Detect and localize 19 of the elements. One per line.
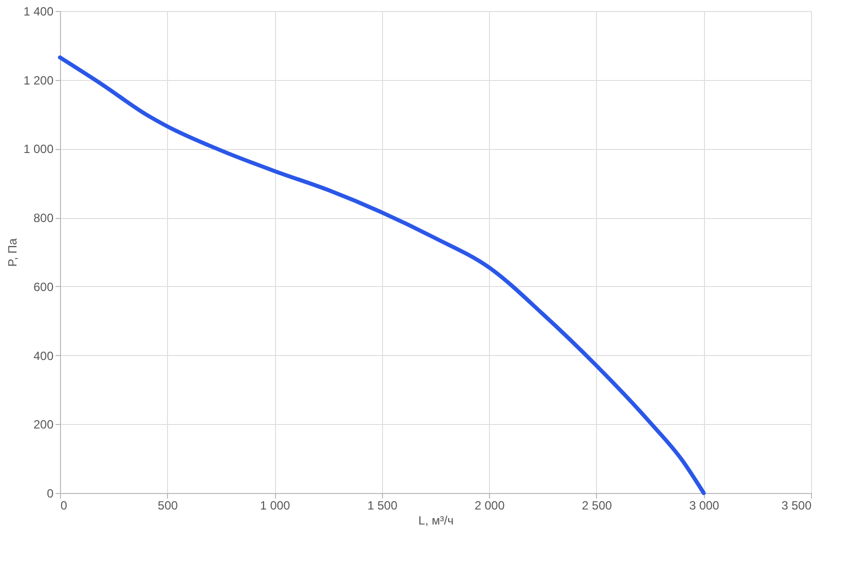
y-tick-label: 1 000 <box>23 142 54 156</box>
x-tick-label: 2 500 <box>582 498 612 512</box>
x-axis-title: L, м³/ч <box>418 514 454 528</box>
y-tick-label: 600 <box>33 280 54 294</box>
y-tick-label: 0 <box>46 486 54 500</box>
x-tick-label: 1 000 <box>260 498 290 512</box>
x-tick-label: 3 500 <box>781 498 812 512</box>
y-tick-label: 200 <box>33 418 54 432</box>
x-tick-label: 2 000 <box>474 498 505 512</box>
x-tick-label: 0 <box>60 498 68 512</box>
x-tick-label: 3 000 <box>689 498 720 512</box>
y-tick-label: 400 <box>33 348 54 363</box>
y-tick-label: 1 200 <box>23 73 54 88</box>
line-series <box>58 55 706 495</box>
y-tick-label: 1 400 <box>23 4 54 18</box>
y-axis-title: P, Па <box>5 238 20 267</box>
x-tick-label: 500 <box>158 498 178 512</box>
x-tick-label: 1 500 <box>367 498 398 512</box>
y-tick-label: 800 <box>33 211 54 226</box>
